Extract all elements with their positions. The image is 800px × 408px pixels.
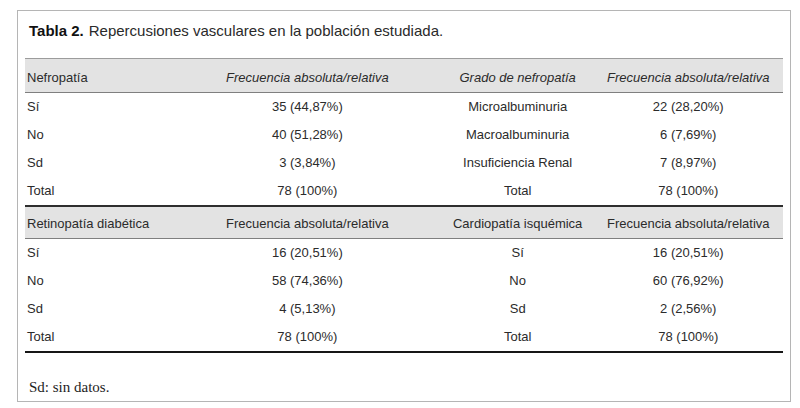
- cell: 78 (100%): [173, 323, 442, 352]
- cell: 78 (100%): [593, 323, 783, 352]
- cell: 58 (74,36%): [173, 267, 442, 295]
- cell: 4 (5,13%): [173, 295, 442, 323]
- table-row-total: Total 78 (100%) Total 78 (100%): [25, 177, 783, 206]
- header-row-nefropatia: Nefropatía Frecuencia absoluta/relativa …: [25, 59, 783, 93]
- table-caption: Repercusiones vasculares en la población…: [89, 22, 443, 39]
- cell: No: [25, 267, 173, 295]
- cell: Sd: [25, 295, 173, 323]
- column-header: Cardiopatía isquémica: [442, 206, 594, 239]
- column-header: Retinopatía diabética: [25, 206, 173, 239]
- cell: Sí: [25, 239, 173, 268]
- cell: Total: [442, 177, 594, 206]
- cell: 16 (20,51%): [593, 239, 783, 268]
- column-header: Frecuencia absoluta/relativa: [593, 206, 783, 239]
- cell: Total: [25, 177, 173, 206]
- cell: 6 (7,69%): [593, 121, 783, 149]
- table-row: Sd 3 (3,84%) Insuficiencia Renal 7 (8,97…: [25, 149, 783, 177]
- cell: 60 (76,92%): [593, 267, 783, 295]
- cell: 40 (51,28%): [173, 121, 442, 149]
- column-header: Nefropatía: [25, 59, 173, 93]
- table-title: Tabla 2. Repercusiones vasculares en la p…: [25, 11, 783, 40]
- figure-panel: Tabla 2. Repercusiones vasculares en la p…: [17, 10, 791, 402]
- cell: 78 (100%): [593, 177, 783, 206]
- cell: Sd: [25, 149, 173, 177]
- column-header: Frecuencia absoluta/relativa: [173, 206, 442, 239]
- cell: No: [442, 267, 594, 295]
- cell: 22 (28,20%): [593, 93, 783, 122]
- table-row: Sí 35 (44,87%) Microalbuminuria 22 (28,2…: [25, 93, 783, 122]
- cell: Sí: [442, 239, 594, 268]
- table-row: Sí 16 (20,51%) Sí 16 (20,51%): [25, 239, 783, 268]
- cell: Insuficiencia Renal: [442, 149, 594, 177]
- cell: Sd: [442, 295, 594, 323]
- cell: 2 (2,56%): [593, 295, 783, 323]
- cell: 16 (20,51%): [173, 239, 442, 268]
- vascular-repercussions-table: Nefropatía Frecuencia absoluta/relativa …: [25, 58, 783, 353]
- cell: 35 (44,87%): [173, 93, 442, 122]
- table-row-total: Total 78 (100%) Total 78 (100%): [25, 323, 783, 352]
- table-number: Tabla 2.: [29, 22, 84, 39]
- cell: 7 (8,97%): [593, 149, 783, 177]
- table-row: Sd 4 (5,13%) Sd 2 (2,56%): [25, 295, 783, 323]
- header-row-retinopatia: Retinopatía diabética Frecuencia absolut…: [25, 206, 783, 239]
- table-row: No 58 (74,36%) No 60 (76,92%): [25, 267, 783, 295]
- column-header: Frecuencia absoluta/relativa: [593, 59, 783, 93]
- cell: 78 (100%): [173, 177, 442, 206]
- table-footnote: Sd: sin datos.: [25, 379, 783, 396]
- cell: Total: [442, 323, 594, 352]
- cell: No: [25, 121, 173, 149]
- table-row: No 40 (51,28%) Macroalbuminuria 6 (7,69%…: [25, 121, 783, 149]
- cell: Microalbuminuria: [442, 93, 594, 122]
- column-header: Frecuencia absoluta/relativa: [173, 59, 442, 93]
- cell: Sí: [25, 93, 173, 122]
- cell: Total: [25, 323, 173, 352]
- cell: Macroalbuminuria: [442, 121, 594, 149]
- column-header: Grado de nefropatía: [442, 59, 594, 93]
- cell: 3 (3,84%): [173, 149, 442, 177]
